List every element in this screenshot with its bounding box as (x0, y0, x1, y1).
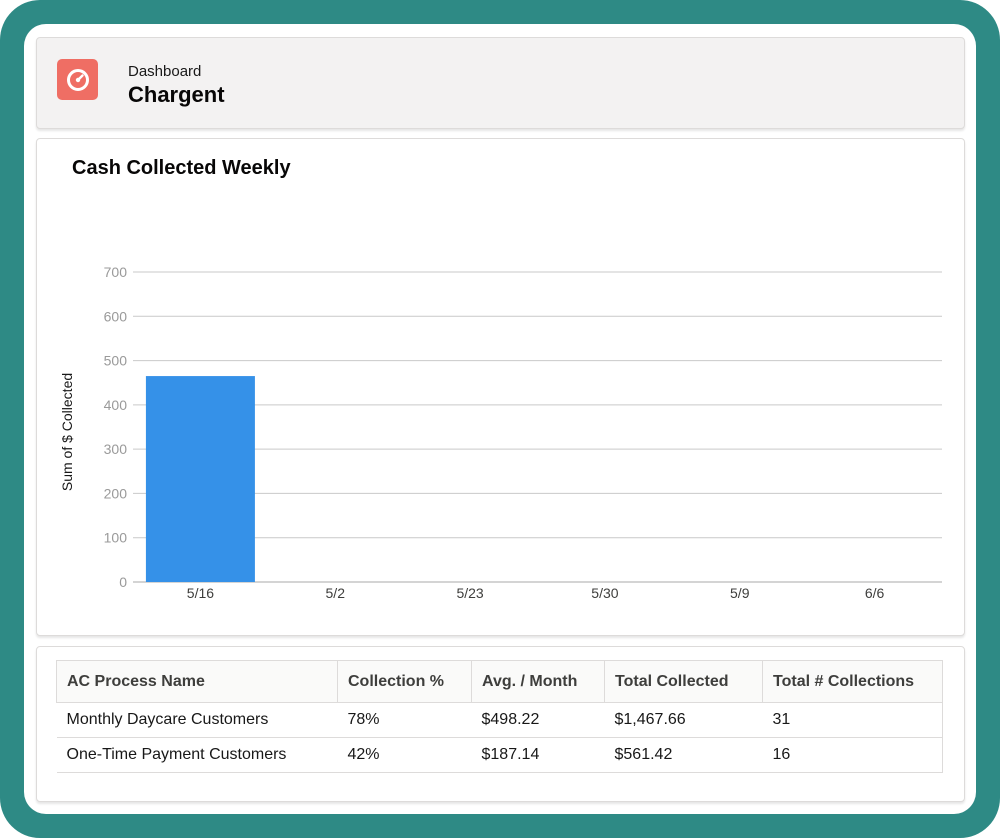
bar (145, 376, 255, 582)
chart-card: Cash Collected Weekly 0 100 200 300 400 500 60… (36, 138, 965, 636)
column-header-process-name[interactable]: AC Process Name (56, 660, 338, 703)
table-row: Monthly Daycare Customers 78% $498.22 $1… (56, 702, 943, 738)
cell-total-collected: $1,467.66 (604, 702, 763, 738)
gauge-icon (57, 59, 98, 100)
x-tick-label: 5/9 (730, 585, 750, 601)
cell-collection-pct: 78% (337, 702, 472, 738)
y-axis-label: Sum of $ Collected (59, 373, 75, 491)
cell-total-collections: 31 (762, 702, 943, 738)
bar-chart: 0 100 200 300 400 500 600 700 5/16 5/2 5/23 5/30 5/9… (59, 264, 942, 601)
column-header-collection-pct[interactable]: Collection % (337, 660, 472, 703)
dashboard-title: Chargent (128, 82, 225, 107)
cell-avg-month: $498.22 (471, 702, 605, 738)
x-tick-label: 5/23 (456, 585, 483, 601)
summary-table: AC Process Name Collection % Avg. / Mont… (56, 660, 943, 773)
y-tick-label: 600 (104, 308, 128, 324)
summary-table-card: AC Process Name Collection % Avg. / Mont… (36, 646, 965, 802)
header-eyebrow: Dashboard (128, 63, 202, 80)
x-tick-label: 5/30 (591, 585, 618, 601)
y-tick-label: 700 (104, 264, 128, 280)
cell-total-collected: $561.42 (604, 737, 763, 773)
x-tick-label: 5/2 (326, 585, 346, 601)
cell-total-collections: 16 (762, 737, 943, 773)
table-header-row: AC Process Name Collection % Avg. / Mont… (56, 660, 943, 703)
y-tick-label: 300 (104, 441, 128, 457)
x-tick-label: 5/16 (187, 585, 214, 601)
table-row: One-Time Payment Customers 42% $187.14 $… (56, 737, 943, 773)
column-header-total-collections[interactable]: Total # Collections (762, 660, 943, 703)
y-tick-label: 200 (104, 485, 128, 501)
dashboard-header: Dashboard Chargent (36, 37, 965, 129)
chart-title: Cash Collected Weekly (72, 157, 291, 179)
y-tick-label: 100 (104, 530, 128, 546)
x-tick-label: 6/6 (865, 585, 885, 601)
dashboard-window: Dashboard Chargent Cash Collected Weekly… (24, 24, 976, 814)
cell-process-name: One-Time Payment Customers (56, 737, 338, 773)
y-tick-label: 400 (104, 397, 128, 413)
column-header-total-collected[interactable]: Total Collected (604, 660, 763, 703)
y-tick-label: 500 (104, 353, 128, 369)
cell-collection-pct: 42% (337, 737, 472, 773)
cell-avg-month: $187.14 (471, 737, 605, 773)
y-tick-label: 0 (119, 574, 127, 590)
cell-process-name: Monthly Daycare Customers (56, 702, 338, 738)
column-header-avg-month[interactable]: Avg. / Month (471, 660, 605, 703)
